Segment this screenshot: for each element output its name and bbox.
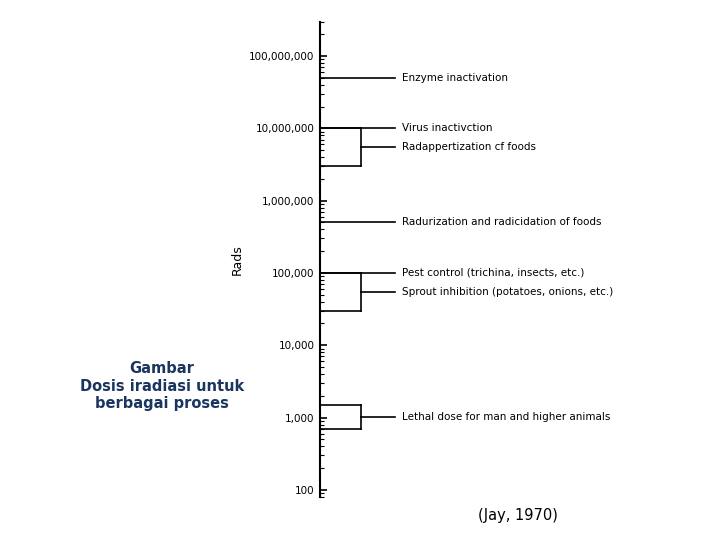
Text: Pest control (trichina, insects, etc.): Pest control (trichina, insects, etc.) [402, 268, 584, 278]
Text: Radappertization cf foods: Radappertization cf foods [402, 142, 536, 152]
Text: Lethal dose for man and higher animals: Lethal dose for man and higher animals [402, 411, 611, 422]
Y-axis label: Rads: Rads [230, 244, 244, 274]
Text: Enzyme inactivation: Enzyme inactivation [402, 73, 508, 83]
Text: Radurization and radicidation of foods: Radurization and radicidation of foods [402, 218, 601, 227]
Text: (Jay, 1970): (Jay, 1970) [479, 508, 558, 523]
Text: Virus inactivction: Virus inactivction [402, 123, 492, 133]
Text: Gambar
Dosis iradiasi untuk
berbagai proses: Gambar Dosis iradiasi untuk berbagai pro… [80, 361, 244, 411]
Text: Sprout inhibition (potatoes, onions, etc.): Sprout inhibition (potatoes, onions, etc… [402, 287, 613, 297]
